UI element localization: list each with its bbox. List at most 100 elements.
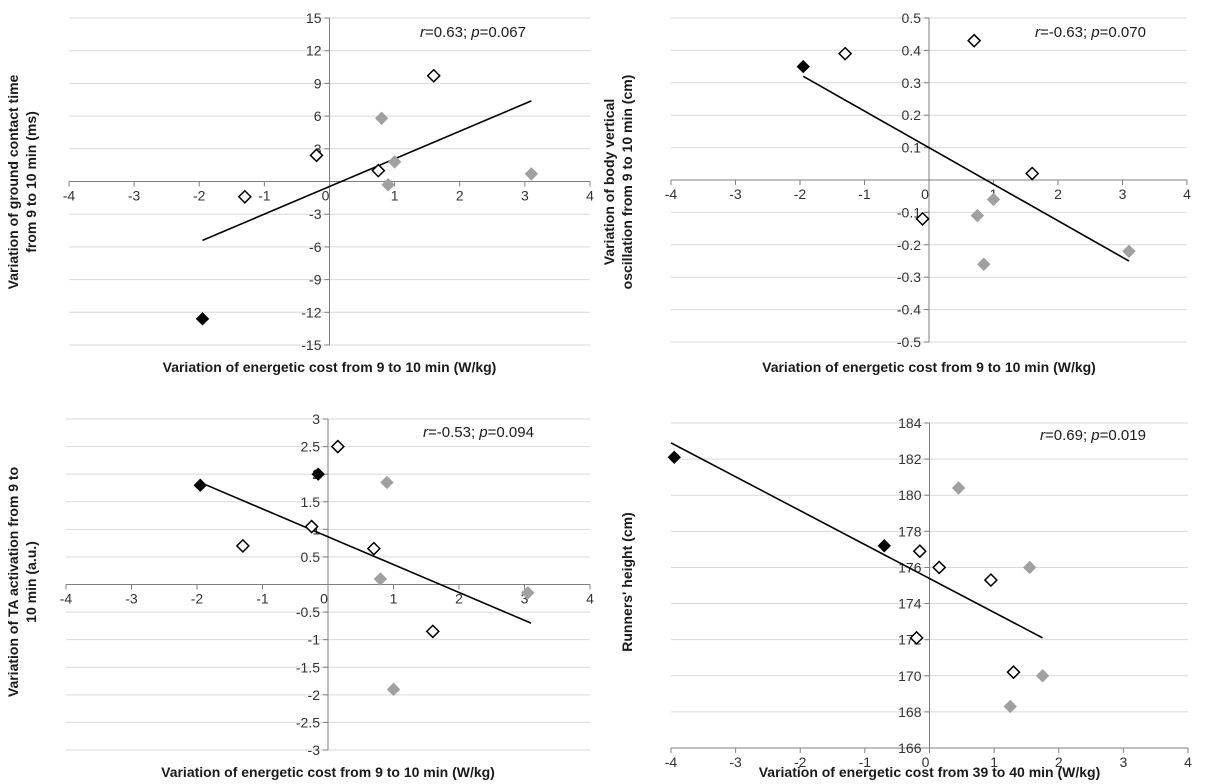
r-value: =0.69; (1045, 427, 1091, 444)
y-tick-label: -2.5 (296, 714, 320, 730)
x-tick-label: 3 (1119, 754, 1127, 770)
y-tick-label: 15 (306, 10, 322, 26)
x-tick-label: -4 (60, 591, 73, 607)
data-point-filled-gray (381, 178, 395, 192)
x-tick-label: 1 (390, 591, 398, 607)
data-point-filled-black (667, 450, 681, 465)
data-point-open (309, 148, 324, 163)
y-tick-label: -0.1 (897, 204, 921, 220)
y-tick-label: 2.5 (301, 439, 321, 455)
x-tick-label: 4 (586, 188, 594, 204)
p-value: =0.019 (1100, 427, 1146, 444)
data-point-filled-gray (1003, 699, 1017, 714)
x-tick-label: -2 (794, 754, 807, 770)
data-point-filled-gray (524, 167, 539, 181)
chart-panel-2: -4-3-2-101234-0.5-0.4-0.3-0.2-0.10.10.20… (601, 10, 1191, 375)
r-value: =0.63; (425, 24, 471, 41)
x-tick-label: -3 (125, 591, 138, 607)
x-tick-label: 1 (990, 754, 998, 770)
p-symbol: p (1090, 24, 1099, 41)
y-tick-label: 166 (898, 740, 922, 756)
x-tick-label: 0 (322, 188, 330, 204)
x-axis-label: Variation of energetic cost from 39 to 4… (759, 764, 1101, 780)
y-tick-label: 0.3 (902, 75, 922, 91)
y-tick-label: 168 (898, 704, 922, 720)
p-symbol: p (478, 424, 487, 441)
y-axis-label: oscillation from 9 to 10 min (cm) (619, 75, 635, 290)
data-point-open (304, 519, 319, 534)
data-point-open (932, 560, 947, 575)
x-tick-label: 1 (391, 188, 399, 204)
y-tick-label: 3 (312, 411, 320, 427)
y-tick-label: -1 (308, 632, 321, 648)
y-tick-label: 180 (898, 487, 922, 503)
y-tick-label: -3 (308, 742, 321, 758)
x-tick-label: -4 (665, 186, 678, 202)
x-tick-label: -2 (191, 591, 204, 607)
trendline (670, 442, 1043, 639)
y-tick-label: 170 (898, 668, 922, 684)
data-point-open (909, 630, 924, 645)
y-tick-label: 9 (314, 75, 322, 91)
data-point-filled-gray (986, 192, 1001, 207)
data-point-open (371, 163, 386, 178)
correlation-annotation: r=-0.53; p=0.094 (423, 424, 534, 441)
x-tick-label: 3 (1119, 186, 1127, 202)
data-point-filled-gray (1035, 669, 1050, 683)
x-tick-label: -4 (665, 754, 678, 770)
y-tick-label: 12 (306, 43, 322, 59)
x-tick-label: -3 (128, 188, 141, 204)
x-axis-label: Variation of energetic cost from 9 to 10… (163, 359, 497, 375)
y-tick-label: 182 (898, 451, 922, 467)
y-tick-label: 3 (314, 141, 322, 157)
x-tick-label: -1 (858, 186, 871, 202)
r-symbol: r (423, 424, 429, 441)
data-point-filled-gray (951, 481, 966, 495)
y-tick-label: -0.3 (897, 269, 921, 285)
x-tick-label: 3 (521, 188, 529, 204)
p-value: =0.070 (1100, 24, 1146, 41)
x-tick-label: 4 (1183, 186, 1191, 202)
chart-panel-1: -4 -3 -2 -1 0 1 2 3 4-15-12-9-6-33691215r=0.63; … (5, 10, 594, 375)
y-axis-label: from 9 to 10 min (ms) (23, 111, 39, 253)
y-tick-label: -6 (309, 239, 322, 255)
y-tick-label: 0.5 (902, 10, 922, 26)
y-tick-label: -9 (309, 272, 322, 288)
correlation-annotation: r=0.69; p=0.019 (1040, 427, 1146, 444)
data-point-open (1025, 166, 1040, 181)
y-axis-label: Runners' height (cm) (619, 512, 635, 651)
x-tick-label: 2 (1054, 186, 1062, 202)
x-tick-label: -2 (193, 188, 206, 204)
trendline (802, 75, 1130, 262)
x-tick-label: 2 (1055, 754, 1063, 770)
y-tick-label: 0.5 (301, 549, 321, 565)
x-tick-label: 4 (586, 591, 594, 607)
y-axis-label: Variation of body vertical (601, 99, 617, 266)
y-tick-label: -0.5 (897, 334, 921, 350)
data-point-open (967, 33, 982, 48)
r-symbol: r (420, 24, 426, 41)
y-tick-label: 174 (898, 596, 922, 612)
trendline (199, 481, 532, 624)
y-tick-label: 0.2 (902, 107, 922, 123)
y-tick-label: 1 (312, 521, 320, 537)
y-tick-label: -1.5 (296, 659, 320, 675)
x-tick-label: 4 (1184, 754, 1192, 770)
p-symbol: p (470, 24, 479, 41)
x-tick-label: 0 (921, 186, 929, 202)
x-tick-label: -3 (729, 754, 742, 770)
correlation-annotation: r=0.63; p=0.067 (420, 24, 526, 41)
x-tick-label: 0 (320, 591, 328, 607)
y-tick-label: -0.2 (897, 237, 921, 253)
x-tick-label: -1 (256, 591, 269, 607)
x-axis-label: Variation of energetic cost from 9 to 10… (161, 764, 495, 780)
data-point-filled-black (195, 312, 210, 326)
y-tick-label: -15 (301, 337, 321, 353)
data-point-open (915, 211, 930, 226)
y-tick-label: 0.1 (902, 140, 922, 156)
chart-panel-4: -4-3-2-101234166168170172174176178180182… (619, 415, 1192, 780)
y-axis-label: 10 min (a.u.) (23, 541, 39, 623)
data-point-filled-black (877, 539, 891, 553)
x-tick-label: -4 (63, 188, 76, 204)
